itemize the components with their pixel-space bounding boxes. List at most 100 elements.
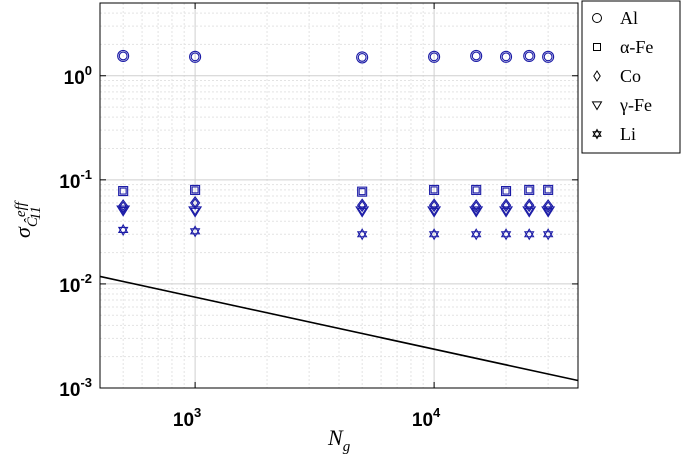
data-point-triangle-down-outer bbox=[427, 206, 442, 218]
data-point-square-inner bbox=[119, 187, 127, 195]
data-point-square-inner bbox=[430, 186, 438, 194]
data-point-diamond-outer bbox=[471, 199, 482, 213]
data-point-circle-inner bbox=[471, 51, 481, 61]
data-point-diamond-outer bbox=[117, 199, 129, 213]
data-point-triangle-down-outer bbox=[499, 206, 514, 218]
y-axis-label-sub-sub: 11 bbox=[28, 206, 44, 220]
data-point-diamond-outer bbox=[542, 199, 554, 213]
legend-marker-diamond bbox=[593, 70, 601, 82]
data-point-square bbox=[118, 186, 129, 197]
data-point-circle-inner bbox=[429, 52, 439, 62]
reference-line-segment bbox=[99, 275, 579, 382]
data-point-diamond bbox=[524, 198, 535, 213]
data-point-triangle-down-inner bbox=[524, 207, 535, 216]
data-point-square-inner bbox=[544, 186, 552, 194]
data-point-hexagram bbox=[117, 223, 129, 237]
data-point-square-inner bbox=[502, 187, 510, 195]
data-point-square-inner bbox=[358, 188, 366, 196]
data-point-triangle-down-outer bbox=[469, 206, 484, 218]
y-tick-exponent: -3 bbox=[80, 375, 92, 390]
legend-label: Al bbox=[620, 8, 638, 28]
data-point-diamond-inner bbox=[502, 200, 510, 211]
data-point-hexagram-up bbox=[470, 228, 482, 238]
data-point-circle-inner bbox=[501, 52, 511, 62]
data-point-hexagram-down bbox=[523, 231, 535, 241]
data-point-triangle-down-inner bbox=[501, 207, 512, 216]
y-tick-base: 10 bbox=[64, 68, 85, 89]
data-point-hexagram-down bbox=[117, 226, 129, 237]
data-point-circle bbox=[356, 51, 369, 64]
data-point-square-outer bbox=[524, 184, 535, 195]
data-point-circle-inner bbox=[118, 51, 128, 61]
data-point-hexagram-up bbox=[523, 228, 535, 238]
data-point-circle-outer bbox=[500, 50, 513, 63]
data-point-circle-outer bbox=[542, 50, 555, 63]
data-point-circle bbox=[470, 49, 483, 62]
data-point-hexagram bbox=[500, 228, 512, 241]
data-point-hexagram-up bbox=[428, 228, 440, 238]
y-tick-exponent: -1 bbox=[80, 167, 92, 182]
data-point-diamond bbox=[542, 199, 554, 213]
data-markers bbox=[116, 49, 556, 241]
data-point-square-inner bbox=[191, 186, 199, 194]
data-point-diamond bbox=[428, 198, 440, 213]
y-axis-label-main: σ bbox=[10, 226, 35, 238]
data-point-square bbox=[501, 186, 512, 197]
axis-ticks bbox=[100, 3, 578, 389]
data-point-hexagram-up bbox=[356, 228, 368, 238]
data-point-diamond-outer bbox=[524, 198, 535, 213]
data-point-hexagram-down bbox=[428, 231, 440, 241]
data-point-hexagram bbox=[470, 228, 482, 241]
data-point-square-outer bbox=[429, 184, 440, 195]
data-point-circle-inner bbox=[524, 51, 534, 61]
x-tick-base: 10 bbox=[412, 410, 433, 431]
data-point-circle-inner bbox=[543, 52, 553, 62]
data-point-triangle-down-outer bbox=[355, 206, 370, 218]
data-point-circle-outer bbox=[356, 51, 369, 64]
data-point-hexagram bbox=[356, 228, 368, 241]
data-point-triangle-down-inner bbox=[429, 207, 440, 216]
data-point-diamond bbox=[117, 199, 129, 213]
data-point-diamond bbox=[500, 198, 512, 213]
legend-marker-triangle-down bbox=[591, 101, 603, 111]
data-point-hexagram-down bbox=[356, 231, 368, 241]
data-point-triangle-down bbox=[522, 206, 537, 218]
plot-frame bbox=[99, 2, 579, 389]
data-point-square bbox=[543, 184, 554, 195]
x-axis-label: Ng bbox=[327, 425, 351, 455]
data-point-hexagram-down bbox=[542, 231, 554, 241]
data-point-diamond-outer bbox=[356, 198, 368, 213]
data-point-circle-inner bbox=[190, 52, 200, 62]
data-point-square-outer bbox=[357, 186, 368, 197]
x-tick-label: 103 bbox=[173, 405, 201, 431]
data-point-square bbox=[524, 184, 535, 195]
y-axis-label-sub-sup: eff bbox=[13, 200, 29, 217]
y-tick-label: 10-1 bbox=[59, 167, 92, 193]
y-tick-exponent: 0 bbox=[85, 63, 92, 78]
data-point-triangle-down bbox=[116, 205, 131, 217]
y-tick-label: 100 bbox=[64, 63, 92, 89]
data-point-diamond-inner bbox=[358, 200, 366, 211]
data-point-square-outer bbox=[543, 184, 554, 195]
data-point-circle-outer bbox=[523, 49, 536, 62]
data-point-square-outer bbox=[190, 184, 201, 195]
legend-entry: Al bbox=[592, 8, 638, 28]
data-point-diamond-outer bbox=[428, 198, 440, 213]
legend-box bbox=[581, 0, 681, 154]
data-point-triangle-down-inner bbox=[471, 207, 482, 216]
data-point-hexagram bbox=[428, 228, 440, 241]
data-point-hexagram-down bbox=[500, 231, 512, 241]
x-tick-exponent: 3 bbox=[194, 405, 201, 420]
data-point-diamond-inner bbox=[430, 200, 438, 211]
data-point-triangle-down bbox=[469, 206, 484, 218]
data-point-circle bbox=[500, 50, 513, 63]
y-tick-base: 10 bbox=[59, 276, 80, 297]
x-tick-label: 104 bbox=[412, 405, 441, 431]
data-point-square bbox=[471, 184, 482, 195]
legend-marker-hexagram bbox=[592, 128, 602, 140]
data-point-circle-outer bbox=[428, 50, 441, 63]
data-point-circle bbox=[428, 50, 441, 63]
x-axis-label-main: N bbox=[327, 425, 344, 450]
